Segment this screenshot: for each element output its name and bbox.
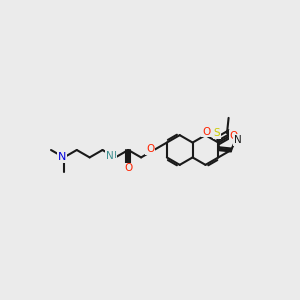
Text: O: O [202, 127, 210, 136]
Text: O: O [146, 144, 154, 154]
Text: O: O [124, 164, 132, 173]
Text: S: S [214, 128, 220, 138]
Text: N: N [58, 152, 66, 162]
Text: N: N [234, 135, 242, 145]
Text: O: O [230, 131, 238, 141]
Text: N: N [106, 151, 114, 161]
Text: H: H [110, 151, 116, 160]
